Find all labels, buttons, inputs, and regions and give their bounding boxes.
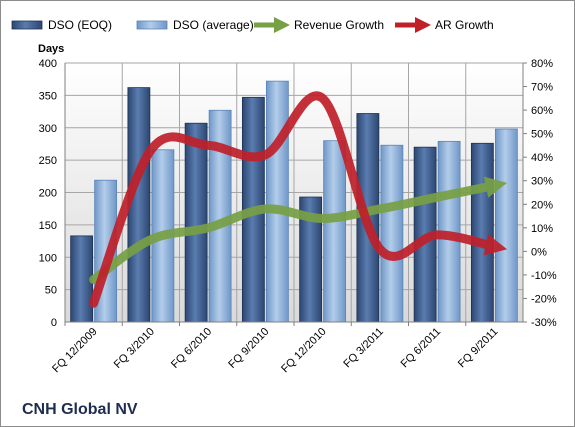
chart-title: CNH Global NV <box>22 401 138 418</box>
legend-label: DSO (EOQ) <box>48 18 112 32</box>
bar-dso-eoq <box>470 142 494 323</box>
y2-tick-label: 50% <box>531 129 553 141</box>
legend-swatch-arrowhead <box>274 17 290 33</box>
y-tick-label: 300 <box>39 123 57 135</box>
y-tick-label: 350 <box>39 90 57 102</box>
legend-swatch-arrowhead <box>415 17 431 33</box>
legend-label: Revenue Growth <box>294 18 384 32</box>
y-tick-label: 150 <box>39 220 57 232</box>
y2-tick-label: 10% <box>531 223 553 235</box>
legend: DSO (EOQ) DSO (average) Revenue Growth AR G… <box>11 17 494 33</box>
y2-tick-label: 70% <box>531 82 553 94</box>
y-axis-label: Days <box>38 43 64 55</box>
line-revenue-growth <box>89 176 508 285</box>
y-tick-label: 400 <box>39 58 57 70</box>
y2-tick-label: 60% <box>531 105 553 117</box>
bar-dso-eoq <box>184 122 208 323</box>
legend-label: DSO (average) <box>173 18 254 32</box>
growth-lines <box>89 91 508 308</box>
legend-label: AR Growth <box>435 18 494 32</box>
bar-dso-average <box>323 140 347 323</box>
bar-dso-average <box>380 144 404 323</box>
y2-tick-label: -30% <box>531 317 557 329</box>
bar-dso-average <box>265 80 289 323</box>
y2-tick-label: -20% <box>531 293 557 305</box>
y-tick-label: 100 <box>39 252 57 264</box>
line-ar-growth <box>89 91 508 308</box>
y2-tick-label: 20% <box>531 199 553 211</box>
y2-tick-label: -10% <box>531 270 557 282</box>
y-tick-label: 50 <box>45 285 57 297</box>
y2-tick-label: 80% <box>531 58 553 70</box>
legend-dso-average: DSO (average) <box>136 18 254 32</box>
bar-dso-average <box>494 128 518 323</box>
y-tick-label: 0 <box>51 317 57 329</box>
legend-revenue-growth: Revenue Growth <box>254 17 384 33</box>
y-tick-label: 250 <box>39 155 57 167</box>
y2-tick-label: 0% <box>531 246 547 258</box>
bar-dso-eoq <box>127 87 151 323</box>
legend-swatch <box>11 20 43 30</box>
y2-tick-label: 30% <box>531 176 553 188</box>
y-tick-label: 200 <box>39 188 57 200</box>
legend-dso-eoq: DSO (EOQ) <box>11 18 112 32</box>
legend-ar-growth: AR Growth <box>395 17 494 33</box>
legend-swatch <box>136 20 168 30</box>
y2-tick-label: 40% <box>531 152 553 164</box>
axes <box>64 62 527 326</box>
